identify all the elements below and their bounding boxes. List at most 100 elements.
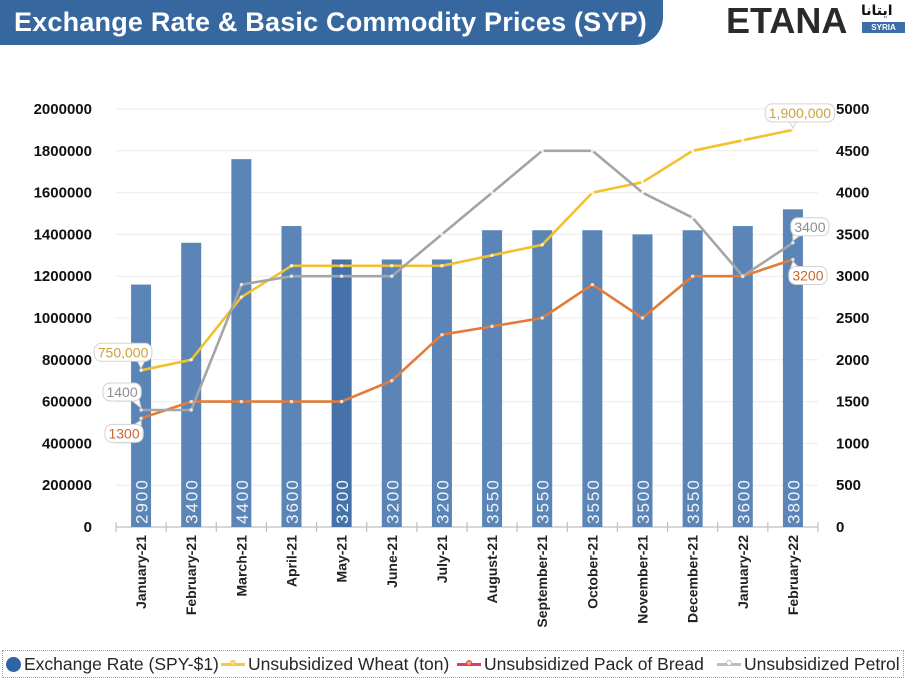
bar bbox=[331, 259, 352, 527]
callout-label: 1,900,000 bbox=[769, 105, 831, 121]
x-tick-label: December-21 bbox=[685, 535, 701, 623]
callout-label: 1400 bbox=[106, 384, 137, 400]
y-left-tick-label: 1200000 bbox=[34, 268, 92, 285]
legend-dot-icon bbox=[466, 660, 472, 666]
y-left-tick-label: 800000 bbox=[42, 352, 92, 369]
bar bbox=[782, 209, 803, 527]
y-left-tick-label: 1000000 bbox=[34, 310, 92, 327]
line-point bbox=[440, 264, 444, 268]
line-point bbox=[289, 264, 294, 268]
line-point bbox=[490, 324, 494, 329]
line-point bbox=[239, 282, 244, 287]
line-point bbox=[690, 274, 695, 278]
legend-item-wheat: Unsubsidized Wheat (ton) bbox=[221, 651, 449, 677]
legend-item-petrol: Unsubsidized Petrol bbox=[717, 651, 900, 677]
bar-value-label: 3200 bbox=[383, 478, 402, 524]
legend-circle-icon bbox=[6, 656, 21, 672]
line-point bbox=[590, 149, 595, 153]
line-point bbox=[540, 316, 544, 320]
callout-box bbox=[788, 265, 828, 285]
callout-label: 3400 bbox=[794, 219, 825, 235]
x-tick-label: September-21 bbox=[534, 535, 550, 628]
bar bbox=[732, 226, 753, 528]
x-tick-labels: January-21 February-21 March-21 April-21 May… bbox=[133, 535, 801, 628]
bar-value-label: 3200 bbox=[333, 478, 352, 524]
line-point bbox=[139, 416, 143, 421]
bar-value-label: 3400 bbox=[183, 478, 202, 524]
line-point bbox=[741, 274, 745, 278]
legend-item-bread: Unsubsidized Pack of Bread bbox=[457, 651, 704, 677]
series-line bbox=[139, 128, 795, 372]
bar-value-label: 3600 bbox=[283, 478, 302, 524]
line-series bbox=[139, 128, 795, 372]
x-tick-label: July-21 bbox=[434, 535, 450, 583]
gridlines bbox=[116, 108, 818, 486]
x-tick-label: January-22 bbox=[735, 535, 751, 609]
x-tick-label: March-21 bbox=[233, 535, 249, 597]
line-point bbox=[390, 379, 394, 383]
chart-title: Exchange Rate & Basic Commodity Prices (… bbox=[14, 7, 648, 37]
x-tick-label: January-21 bbox=[133, 535, 149, 609]
y-right-tick-label: 4000 bbox=[836, 185, 869, 202]
line-series bbox=[139, 149, 795, 412]
line-point bbox=[239, 399, 244, 404]
y-left-tick-label: 1400000 bbox=[34, 226, 92, 243]
x-tick-label: February-21 bbox=[183, 535, 199, 615]
bar-value-label: 4400 bbox=[233, 478, 252, 524]
callout-label: 3200 bbox=[792, 267, 823, 283]
y-right-tick-label: 3000 bbox=[836, 268, 869, 285]
line-point bbox=[139, 408, 143, 412]
bar-value-label: 3500 bbox=[634, 478, 653, 524]
legend-line-marker-icon bbox=[221, 660, 245, 666]
line-point bbox=[189, 399, 193, 404]
data-callout: 1400 bbox=[102, 382, 142, 410]
y-right-tick-label: 1500 bbox=[836, 394, 869, 411]
bar-value-label: 3550 bbox=[584, 478, 603, 524]
bar-value-label: 3550 bbox=[484, 478, 503, 524]
legend-dot-icon bbox=[230, 660, 236, 666]
line-point bbox=[189, 358, 193, 362]
y-right-tick-label: 500 bbox=[836, 477, 861, 494]
line-point bbox=[289, 399, 294, 404]
callout-box bbox=[104, 423, 144, 443]
callout-box bbox=[93, 342, 153, 362]
line-point bbox=[289, 274, 294, 278]
y-left-tick-label: 1800000 bbox=[34, 143, 92, 160]
line-point bbox=[490, 190, 494, 195]
line-point bbox=[640, 316, 645, 320]
line-point bbox=[640, 180, 645, 184]
y-axis-left: 0 200000 400000 600000 800000 1000000 1200000 1… bbox=[34, 101, 92, 536]
bar-value-label: 3200 bbox=[433, 478, 452, 524]
x-tick-label: October-21 bbox=[584, 535, 600, 609]
combo-chart: 0 200000 400000 600000 800000 1000000 1200000 1… bbox=[34, 101, 870, 628]
series-line bbox=[139, 149, 795, 412]
callout-box bbox=[102, 382, 142, 402]
line-point bbox=[690, 149, 695, 153]
data-callout: 1,900,000 bbox=[764, 103, 836, 129]
data-callout: 3400 bbox=[790, 217, 830, 242]
y-left-tick-label: 200000 bbox=[42, 477, 92, 494]
bar bbox=[682, 230, 703, 527]
y-right-tick-label: 2000 bbox=[836, 352, 869, 369]
logo-country-badge: SYRIA bbox=[862, 22, 905, 33]
y-left-tick-label: 0 bbox=[84, 519, 92, 536]
x-tick-label: November-21 bbox=[635, 535, 651, 624]
bar-value-label: 2900 bbox=[133, 478, 152, 524]
y-left-tick-label: 2000000 bbox=[34, 101, 92, 118]
line-point bbox=[189, 408, 193, 412]
bar-value-labels: 2900 3400 4400 3600 3200 3200 3200 3550 3550 3550… bbox=[133, 478, 804, 524]
line-point bbox=[339, 399, 344, 404]
callout-box bbox=[790, 217, 830, 237]
data-callout: 750,000 bbox=[93, 342, 153, 370]
line-point bbox=[540, 243, 544, 247]
bar bbox=[632, 234, 653, 527]
line-series bbox=[139, 257, 795, 421]
legend-line-marker-icon bbox=[717, 660, 741, 666]
bar bbox=[431, 259, 452, 527]
x-tick-label: April-21 bbox=[284, 535, 300, 587]
bar bbox=[281, 226, 302, 528]
bar bbox=[231, 159, 252, 527]
legend-label: Unsubsidized Pack of Bread bbox=[484, 653, 704, 674]
line-point bbox=[139, 368, 143, 372]
